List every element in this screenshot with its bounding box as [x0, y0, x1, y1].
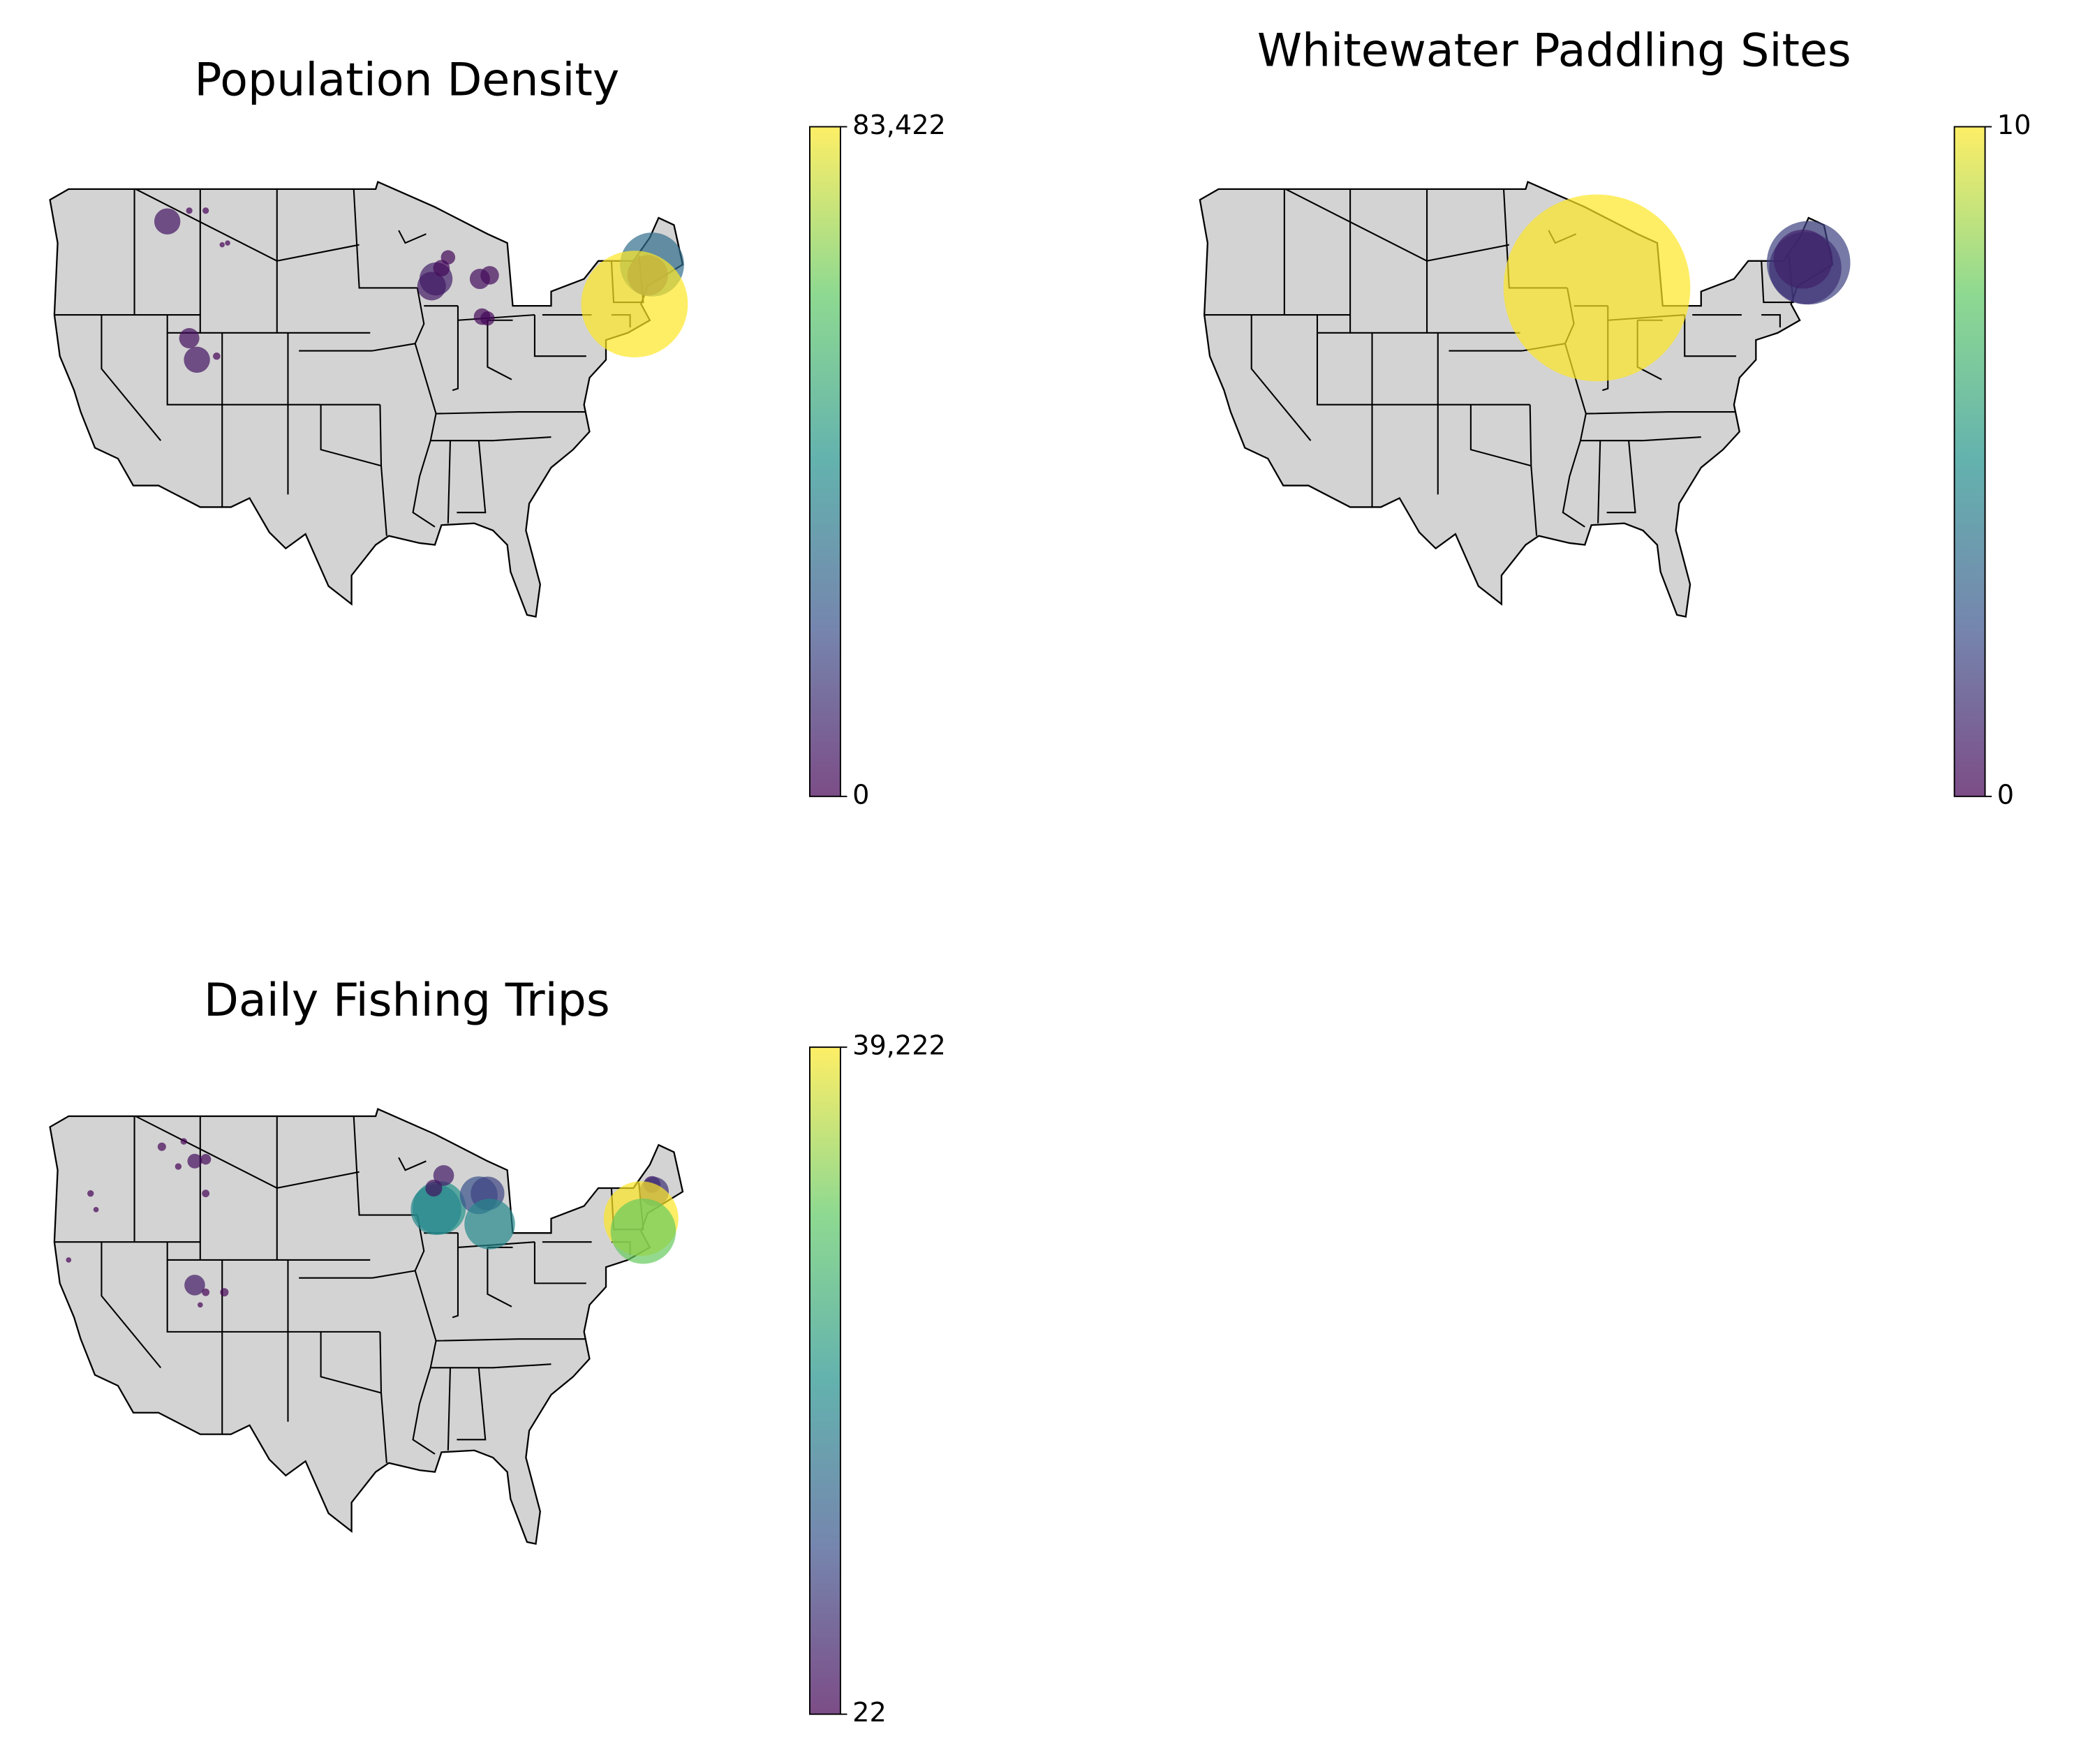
- state-border: [436, 1338, 586, 1342]
- panel-title: Daily Fishing Trips: [204, 974, 610, 1027]
- site-bubble: [480, 266, 499, 285]
- state-border: [430, 1363, 551, 1369]
- site-bubble: [440, 250, 456, 265]
- site-bubble: [202, 207, 209, 214]
- colorbar: [809, 126, 841, 797]
- site-bubble: [225, 240, 230, 246]
- site-bubble: [93, 1207, 99, 1213]
- state-border: [353, 188, 417, 289]
- site-bubble: [219, 242, 225, 248]
- state-border: [452, 1233, 459, 1319]
- site-bubble: [202, 1189, 210, 1198]
- site-bubble: [87, 1190, 94, 1197]
- us-outline: [49, 180, 684, 618]
- state-border: [447, 440, 452, 524]
- site-bubble: [187, 1153, 202, 1169]
- state-border: [372, 343, 415, 352]
- site-bubble: [610, 1198, 676, 1264]
- state-border: [1317, 188, 1351, 334]
- state-border: [452, 306, 459, 392]
- map-panel: Daily Fishing Trips 22 39,222: [49, 974, 946, 1728]
- state-border: [101, 1242, 162, 1369]
- colorbar-tick-label: 10: [1997, 110, 2031, 141]
- panel-title: Population Density: [194, 54, 619, 107]
- state-border: [353, 1116, 417, 1216]
- state-border: [1316, 315, 1530, 406]
- state-border: [1606, 440, 1636, 514]
- colorbar: [1953, 126, 1986, 797]
- us-outline: [1199, 180, 1834, 618]
- panel-title: Whitewater Paddling Sites: [1257, 25, 1851, 77]
- site-bubble: [179, 328, 200, 348]
- state-border: [1469, 404, 1532, 467]
- site-bubble: [220, 1288, 229, 1297]
- site-bubble: [1503, 194, 1691, 382]
- state-border: [1585, 410, 1735, 415]
- state-border: [487, 1247, 512, 1307]
- colorbar-tick-label: 39,222: [852, 1031, 946, 1062]
- site-bubble: [184, 1275, 205, 1296]
- state-border: [101, 315, 162, 441]
- state-border: [457, 1368, 487, 1441]
- state-border: [135, 188, 360, 262]
- site-bubble: [410, 1184, 461, 1236]
- state-border: [457, 440, 487, 514]
- state-border: [320, 404, 382, 467]
- site-bubble: [66, 1257, 72, 1263]
- state-border: [1250, 315, 1312, 441]
- colorbar-tick-label: 83,422: [852, 110, 946, 141]
- map-panel: Population Density 0 83,422: [49, 54, 946, 810]
- state-border: [320, 1331, 382, 1394]
- site-bubble: [197, 1302, 203, 1308]
- colorbar-tick-label: 22: [852, 1698, 887, 1728]
- state-border: [457, 313, 535, 321]
- site-bubble: [213, 352, 221, 360]
- state-border: [430, 436, 551, 442]
- state-border: [1597, 440, 1601, 524]
- site-bubble: [581, 251, 688, 358]
- site-bubble: [464, 1199, 515, 1250]
- site-bubble: [433, 1165, 454, 1186]
- state-border: [487, 320, 512, 380]
- state-border: [447, 1368, 452, 1451]
- site-bubble: [1773, 229, 1833, 289]
- state-border: [436, 410, 586, 415]
- site-bubble: [417, 272, 446, 301]
- state-border: [166, 1242, 380, 1333]
- state-border: [412, 288, 437, 528]
- map-panel: Whitewater Paddling Sites 0 10: [1199, 25, 2031, 810]
- site-bubble: [200, 1154, 212, 1165]
- state-border: [412, 1215, 437, 1455]
- state-border: [166, 315, 380, 406]
- state-border: [1284, 188, 1510, 262]
- site-bubble: [180, 1138, 187, 1145]
- site-bubble: [186, 207, 193, 214]
- us-outline: [49, 1108, 684, 1545]
- colorbar-tick-label: 0: [852, 780, 869, 810]
- state-border: [1761, 313, 1781, 328]
- site-bubble: [480, 311, 495, 326]
- state-border: [533, 315, 586, 357]
- state-border: [1684, 315, 1737, 357]
- site-bubble: [184, 346, 210, 373]
- state-border: [379, 1331, 387, 1463]
- site-bubble: [157, 1142, 166, 1151]
- state-border: [379, 404, 387, 536]
- site-bubble: [175, 1163, 182, 1170]
- state-border: [372, 1270, 415, 1279]
- site-bubble: [154, 208, 181, 235]
- colorbar: [809, 1046, 841, 1715]
- state-border: [398, 230, 427, 244]
- state-border: [398, 1157, 427, 1171]
- state-border: [1580, 436, 1701, 442]
- colorbar-tick-label: 0: [1997, 780, 2014, 810]
- site-bubble: [202, 1288, 210, 1296]
- state-border: [1529, 404, 1538, 536]
- state-border: [533, 1242, 586, 1284]
